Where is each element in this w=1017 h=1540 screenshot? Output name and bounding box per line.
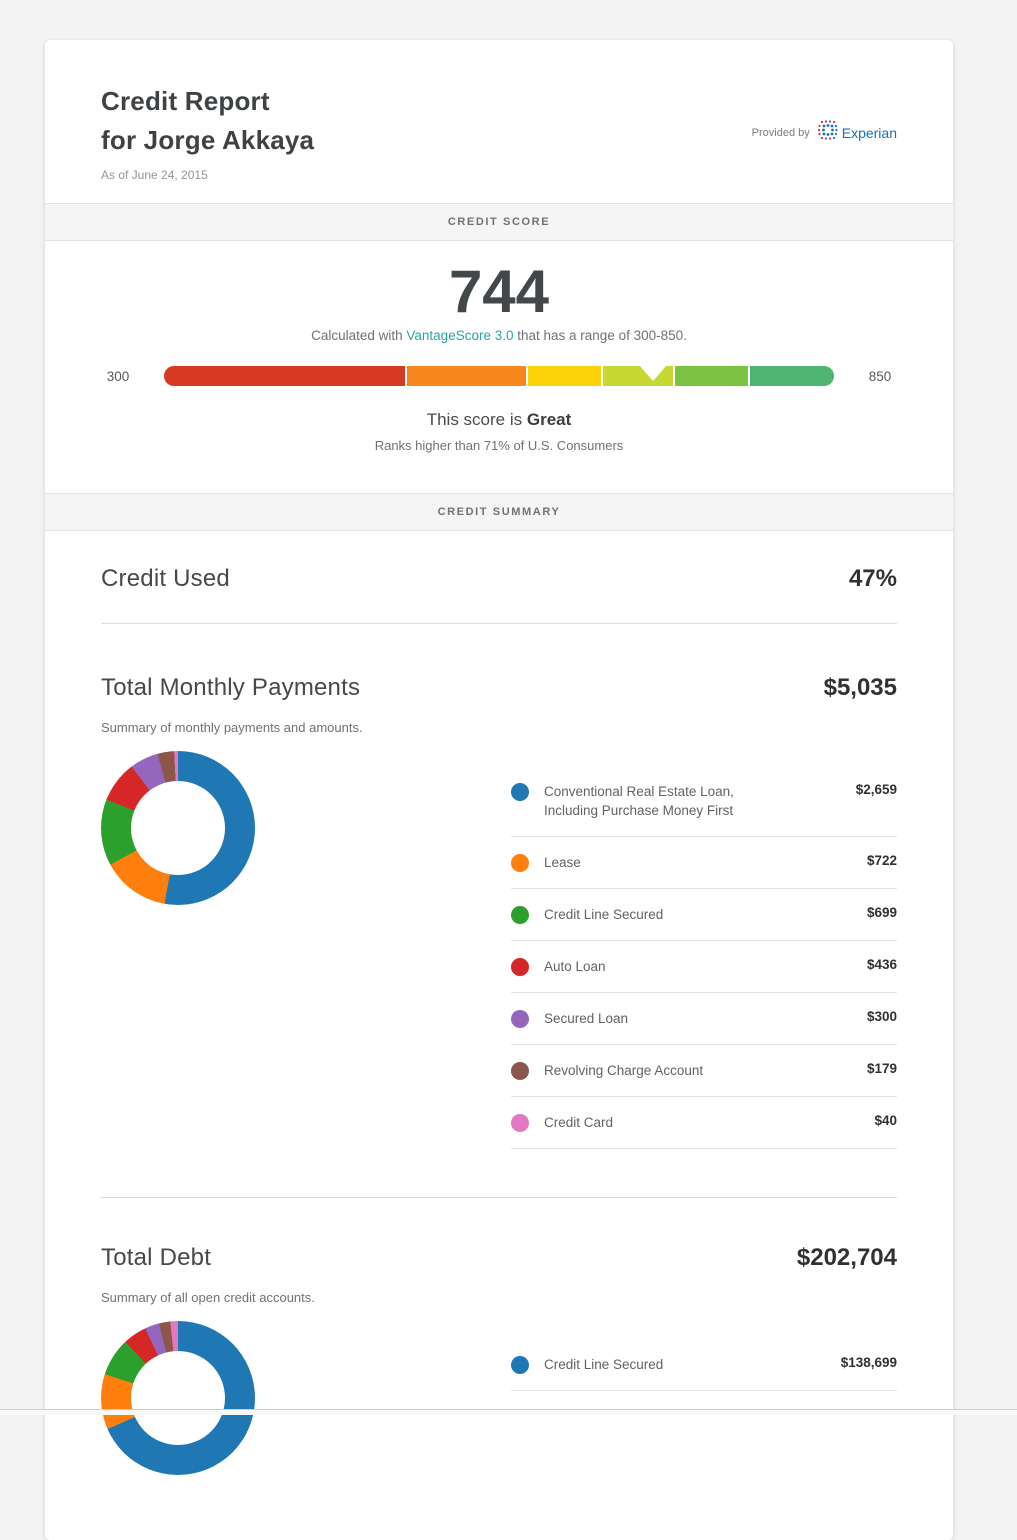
total-debt-section: Total Debt $202,704 Summary of all open …: [101, 1198, 897, 1475]
score-bar-segment: [164, 366, 406, 386]
legend-label: Conventional Real Estate Loan, Including…: [544, 784, 734, 818]
legend-row: Lease $722: [511, 837, 897, 889]
brand-name: Experian: [841, 124, 897, 141]
legend-value: $300: [866, 1009, 897, 1024]
legend-color-dot: [511, 1010, 529, 1028]
legend-row: Credit Card $40: [511, 1097, 897, 1149]
chart-row: Conventional Real Estate Loan, Including…: [101, 751, 897, 1149]
legend-label: Lease: [544, 855, 581, 870]
legend-label: Credit Line Secured: [544, 907, 664, 922]
credit-report-card: Credit Report for Jorge Akkaya As of Jun…: [45, 40, 953, 1540]
viewport-bottom-strip: [0, 1410, 1017, 1415]
provided-by-label: Provided by: [751, 126, 810, 139]
section-head: Total Debt $202,704: [101, 1244, 897, 1272]
score-verdict-rating: Great: [526, 410, 572, 429]
donut-hole: [131, 781, 225, 875]
score-verdict-prefix: This score is: [426, 410, 523, 429]
page-title-line2: for Jorge Akkaya: [101, 125, 315, 155]
score-area: 744 Calculated with VantageScore 3.0 tha…: [45, 261, 953, 493]
legend-color-dot: [511, 1356, 529, 1374]
legend-color-dot: [511, 958, 529, 976]
experian-logo-icon: [817, 120, 838, 145]
legend-label: Credit Card: [544, 1115, 614, 1130]
page-title-line1: Credit Report: [101, 86, 270, 116]
section-divider: [101, 1197, 897, 1198]
legend-row: Credit Line Secured $699: [511, 889, 897, 941]
legend-row: Conventional Real Estate Loan, Including…: [511, 766, 897, 837]
credit-used-value: 47%: [848, 565, 897, 592]
legend-label: Credit Line Secured: [544, 1357, 664, 1372]
credit-score-value: 744: [448, 258, 550, 325]
provided-by: Provided by Experian: [752, 120, 897, 145]
legend-row: Secured Loan $300: [511, 993, 897, 1045]
total-monthly-payments-value: $5,035: [823, 674, 897, 701]
score-bar-segment: [672, 366, 749, 386]
credit-summary-band: CREDIT SUMMARY: [45, 493, 953, 531]
monthly-payments-donut-chart: [101, 751, 255, 905]
score-marker-notch: [640, 366, 667, 381]
legend-color-dot: [511, 854, 529, 872]
score-calc-line: Calculated with VantageScore 3.0 that ha…: [45, 328, 953, 343]
donut-hole: [131, 1351, 225, 1445]
score-calc-suffix: that has a range of 300-850.: [517, 328, 687, 343]
legend-value: $2,659: [855, 782, 897, 797]
legend-value: $40: [874, 1113, 897, 1128]
chart-row: Credit Line Secured $138,699: [101, 1321, 897, 1475]
total-debt-value: $202,704: [796, 1244, 897, 1271]
legend-color-dot: [511, 906, 529, 924]
legend-label: Secured Loan: [544, 1011, 629, 1026]
legend-value: $138,699: [840, 1355, 897, 1370]
score-calc-prefix: Calculated with: [311, 328, 403, 343]
total-monthly-payments-title: Total Monthly Payments: [101, 674, 361, 701]
total-debt-legend: Credit Line Secured $138,699: [511, 1339, 897, 1391]
total-debt-subtitle: Summary of all open credit accounts.: [101, 1290, 315, 1305]
score-bar-segment: [748, 366, 834, 386]
score-bar-segment: [525, 366, 602, 386]
total-debt-donut-chart: [101, 1321, 255, 1475]
legend-row: Auto Loan $436: [511, 941, 897, 993]
credit-used-row: Credit Used 47%: [101, 531, 897, 624]
section-head: Total Monthly Payments $5,035: [101, 674, 897, 702]
score-bar-segment: [405, 366, 526, 386]
legend-row: Credit Line Secured $138,699: [511, 1339, 897, 1391]
total-debt-title: Total Debt: [101, 1244, 212, 1271]
score-gauge: [164, 366, 834, 386]
vantagescore-link[interactable]: VantageScore 3.0: [406, 328, 514, 343]
viewport-bottom-line: [0, 1409, 1017, 1410]
score-range-max: 850: [868, 368, 892, 384]
legend-value: $699: [866, 905, 897, 920]
score-verdict: This score is Great: [45, 410, 953, 430]
legend-color-dot: [511, 1062, 529, 1080]
total-monthly-payments-subtitle: Summary of monthly payments and amounts.: [101, 720, 363, 735]
total-monthly-payments-section: Total Monthly Payments $5,035 Summary of…: [101, 624, 897, 1149]
score-rank-text: Ranks higher than 71% of U.S. Consumers: [374, 438, 624, 453]
report-header: Credit Report for Jorge Akkaya As of Jun…: [45, 40, 953, 203]
legend-value: $436: [866, 957, 897, 972]
monthly-payments-legend: Conventional Real Estate Loan, Including…: [511, 766, 897, 1149]
score-bar-row: 300 850: [101, 366, 897, 386]
legend-label: Auto Loan: [544, 959, 606, 974]
legend-row: Revolving Charge Account $179: [511, 1045, 897, 1097]
legend-value: $179: [866, 1061, 897, 1076]
score-range-min: 300: [106, 368, 130, 384]
legend-color-dot: [511, 783, 529, 801]
page-title: Credit Report for Jorge Akkaya: [101, 82, 897, 160]
legend-value: $722: [866, 853, 897, 868]
legend-color-dot: [511, 1114, 529, 1132]
credit-score-band: CREDIT SCORE: [45, 203, 953, 241]
credit-used-label: Credit Used: [101, 565, 230, 592]
legend-label: Revolving Charge Account: [544, 1063, 704, 1078]
report-date: As of June 24, 2015: [101, 168, 208, 182]
